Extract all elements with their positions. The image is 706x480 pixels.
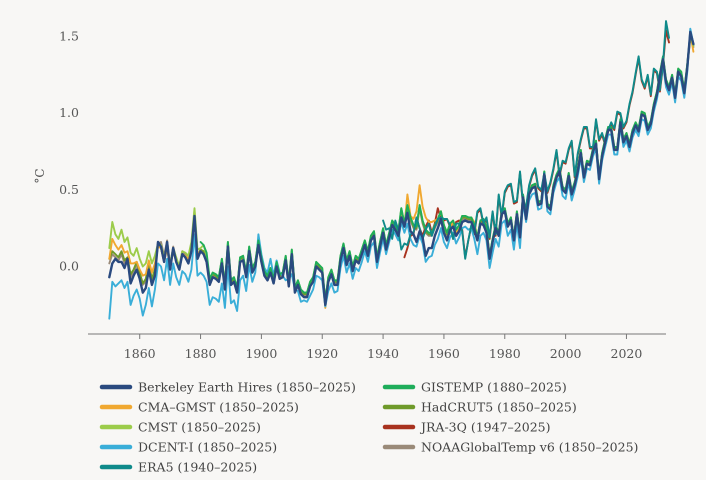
legend-entry-label: CMA–GMST (1850–2025) — [138, 400, 299, 415]
x-tick-label: 1880 — [185, 346, 217, 361]
series-line-5 — [199, 32, 695, 302]
x-tick-label: 1900 — [245, 346, 277, 361]
x-tick-label: 1860 — [124, 346, 156, 361]
legend-entry-label: Berkeley Earth Hires (1850–2025) — [138, 380, 356, 395]
series-line-0 — [108, 30, 695, 307]
legend-entry-label: JRA-3Q (1947–2025) — [419, 420, 550, 435]
x-axis-ticks: 1860 1880 1900 1920 1940 1960 1980 2000 2020 — [124, 334, 643, 361]
x-tick-label: 1940 — [367, 346, 399, 361]
legend: Berkeley Earth Hires (1850–2025) CMA–GMST… — [99, 380, 638, 475]
y-tick-label: 1.5 — [59, 28, 79, 43]
series-line-4 — [382, 20, 670, 260]
legend-entry-label: CMST (1850–2025) — [138, 420, 261, 435]
x-tick-label: 1920 — [306, 346, 338, 361]
x-tick-label: 1960 — [428, 346, 460, 361]
x-tick-label: 2000 — [550, 346, 582, 361]
legend-entry-label: GISTEMP (1880–2025) — [421, 380, 567, 395]
y-tick-label: 0.0 — [59, 259, 79, 274]
x-tick-label: 2020 — [611, 346, 643, 361]
y-tick-label: 0.5 — [59, 182, 79, 197]
legend-entry-label: NOAAGlobalTemp v6 (1850–2025) — [421, 440, 638, 455]
series-line-3 — [108, 27, 695, 320]
series-lines — [108, 20, 695, 320]
legend-entry-label: HadCRUT5 (1850–2025) — [421, 400, 577, 415]
x-tick-label: 1980 — [489, 346, 521, 361]
y-axis-label-group: °C — [33, 168, 47, 183]
legend-entry-label: ERA5 (1940–2025) — [138, 460, 257, 475]
y-axis-ticks: 0.0 0.5 1.0 1.5 — [59, 28, 79, 273]
y-axis-label: °C — [33, 168, 47, 183]
legend-entry-label: DCENT-I (1850–2025) — [138, 440, 277, 455]
y-tick-label: 1.0 — [59, 105, 79, 120]
